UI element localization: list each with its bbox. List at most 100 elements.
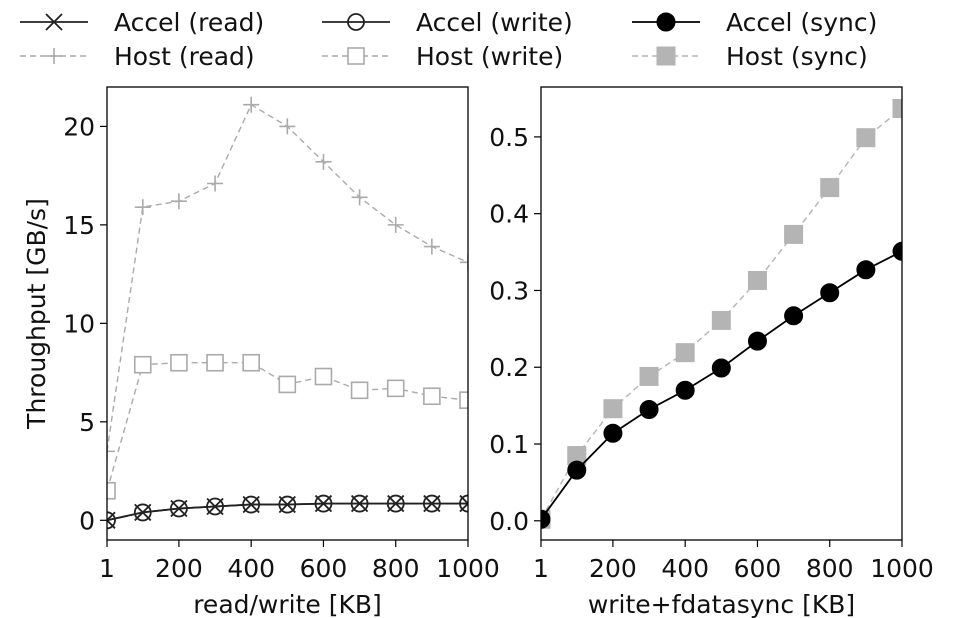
data-point-host-read — [423, 238, 440, 255]
legend-label: Accel (read) — [114, 8, 264, 37]
series-line-host-read — [107, 103, 468, 452]
data-point-accel-sync — [892, 241, 902, 261]
legend-label: Accel (sync) — [726, 8, 877, 37]
data-point-host-write — [459, 391, 468, 409]
legend-label: Accel (write) — [416, 8, 573, 37]
data-point-host-read — [460, 254, 468, 271]
data-point-host-read — [170, 193, 187, 210]
data-point-host-read — [315, 153, 332, 170]
series-host-sync — [541, 98, 902, 529]
x-tick-label: 600 — [300, 554, 348, 583]
legend-label: Host (write) — [416, 42, 563, 71]
data-point-accel-sync — [747, 331, 767, 351]
data-point-host-write — [350, 381, 369, 400]
series-layer — [107, 96, 468, 530]
data-point-host-sync — [603, 399, 623, 419]
x-tick-label: 800 — [372, 554, 420, 583]
data-point-host-sync — [820, 178, 840, 198]
series-host-read — [107, 96, 468, 460]
data-point-host-read — [279, 118, 296, 135]
data-point-accel-sync — [711, 358, 731, 378]
y-tick-label: 0.0 — [489, 507, 529, 536]
data-point-accel-sync — [567, 460, 587, 480]
y-tick-label: 0.1 — [489, 430, 529, 459]
data-point-host-write — [423, 387, 441, 406]
y-tick-label: 0.4 — [489, 200, 529, 229]
legend: Accel (read) Accel (write) Accel (sync) Hos… — [20, 8, 877, 71]
x-tick-label: 600 — [734, 554, 782, 583]
legend-marker — [347, 47, 365, 65]
x-tick-label: 200 — [589, 554, 637, 583]
series-accel-sync — [541, 241, 902, 529]
data-point-host-write — [170, 353, 188, 372]
y-tick-label: 0.2 — [489, 353, 529, 382]
data-point-accel-write — [170, 499, 188, 518]
y-tick-label: 20 — [63, 112, 95, 141]
y-tick-label: 15 — [63, 211, 95, 240]
series-accel-write — [107, 494, 468, 530]
data-point-host-sync — [639, 366, 659, 386]
plot-frame — [540, 86, 903, 541]
data-point-host-write — [133, 355, 152, 374]
series-layer — [541, 98, 902, 529]
legend-entry-accel-sync: Accel (sync) — [632, 8, 877, 37]
data-point-host-write — [278, 375, 297, 394]
right-panel-fdatasync: 1 200 400 600 800 1000 0.0 0.1 0.2 0.3 0.4 0.5 write… — [489, 86, 934, 618]
data-point-host-sync — [675, 343, 695, 363]
data-point-accel-sync — [856, 260, 876, 280]
x-tick-label: 400 — [661, 554, 709, 583]
data-point-host-sync — [892, 98, 902, 118]
data-point-accel-write — [107, 511, 116, 530]
data-point-accel-write — [459, 494, 468, 513]
legend-entry-host-read: Host (read) — [20, 42, 255, 71]
y-axis-label: Throughput [GB/s] — [22, 198, 51, 430]
x-tick-label: 1000 — [436, 554, 500, 583]
data-point-accel-sync — [639, 399, 659, 419]
y-tick-label: 10 — [63, 309, 95, 338]
x-tick-label: 400 — [227, 554, 275, 583]
legend-marker — [45, 13, 63, 31]
data-point-host-write — [242, 353, 260, 372]
x-axis-label: read/write [KB] — [193, 590, 382, 618]
legend-label: Host (sync) — [726, 42, 868, 71]
left-panel-read-write: 1 200 400 600 800 1000 0 5 10 15 20 read/write [KB]… — [22, 86, 500, 618]
data-point-host-sync — [747, 270, 767, 290]
data-point-host-read — [387, 216, 404, 233]
plot-frame — [106, 86, 469, 541]
x-tick-label: 200 — [155, 554, 203, 583]
y-tick-label: 0 — [79, 506, 95, 535]
data-point-host-read — [207, 175, 224, 192]
data-point-host-write — [107, 481, 116, 500]
data-point-host-sync — [856, 128, 876, 148]
series-line-accel-sync — [541, 250, 902, 520]
x-tick-label: 1 — [99, 554, 115, 583]
x-tick-label: 800 — [806, 554, 854, 583]
x-tick-label: 1 — [533, 554, 549, 583]
data-point-accel-sync — [784, 306, 804, 326]
data-point-host-read — [107, 443, 115, 460]
x-axis-label: write+fdatasync [KB] — [588, 590, 855, 618]
data-point-accel-write — [386, 494, 405, 513]
series-line-accel-write — [107, 502, 468, 522]
legend-marker — [656, 46, 676, 66]
data-point-accel-sync — [603, 423, 623, 443]
data-point-accel-write — [314, 494, 333, 513]
data-point-host-write — [206, 353, 224, 372]
legend-marker — [46, 48, 62, 64]
x-tick-label: 1000 — [870, 554, 934, 583]
legend-entry-accel-read: Accel (read) — [20, 8, 264, 37]
data-point-host-read — [351, 189, 368, 206]
legend-entry-accel-write: Accel (write) — [322, 8, 573, 37]
data-point-accel-write — [206, 497, 224, 516]
legend-label: Host (read) — [114, 42, 255, 71]
data-point-accel-write — [242, 495, 261, 514]
legend-marker — [656, 12, 676, 32]
legend-entry-host-write: Host (write) — [322, 42, 563, 71]
data-point-host-write — [314, 367, 333, 386]
data-point-host-write — [386, 379, 405, 398]
data-point-host-sync — [711, 310, 731, 330]
data-point-accel-write — [422, 494, 441, 513]
data-point-accel-write — [350, 494, 369, 513]
data-point-accel-sync — [541, 509, 551, 529]
